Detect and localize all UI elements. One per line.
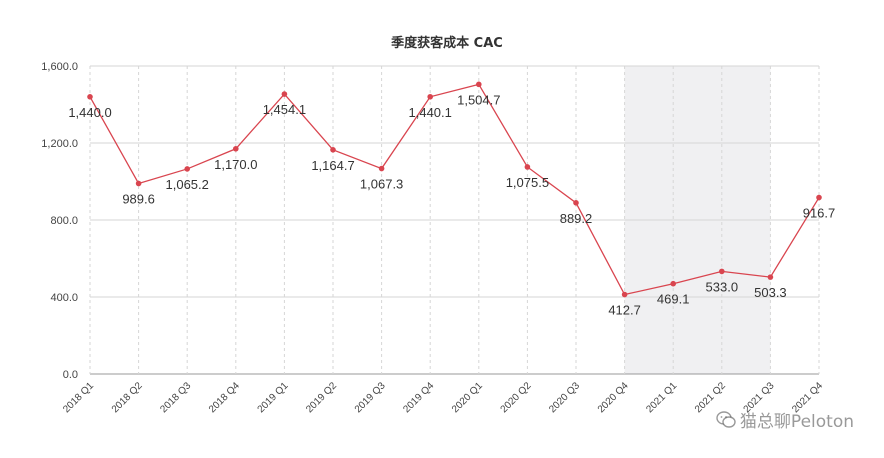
data-point — [233, 145, 239, 152]
x-tick-label: 2018 Q4 — [207, 380, 242, 415]
y-tick-label: 400.0 — [50, 292, 78, 304]
data-label: 1,164.7 — [311, 158, 354, 173]
x-tick-label: 2018 Q1 — [61, 380, 96, 415]
data-point — [476, 81, 482, 88]
x-tick-label: 2020 Q1 — [450, 380, 485, 415]
data-label: 1,440.1 — [409, 105, 452, 120]
data-label: 889.2 — [560, 211, 593, 226]
wechat-icon — [716, 410, 736, 428]
data-label: 1,067.3 — [360, 177, 403, 192]
x-tick-label: 2021 Q1 — [644, 380, 679, 415]
y-tick-label: 1,600.0 — [41, 61, 78, 73]
data-point — [670, 280, 676, 287]
watermark: 猫总聊Peloton — [716, 407, 854, 432]
data-point — [573, 200, 579, 206]
data-point — [135, 180, 142, 187]
x-tick-label: 2020 Q2 — [499, 380, 534, 415]
data-label: 533.0 — [706, 279, 739, 294]
data-point — [816, 194, 822, 201]
x-tick-label: 2020 Q4 — [596, 380, 631, 415]
data-label: 916.7 — [803, 206, 836, 221]
data-label: 1,504.7 — [457, 92, 500, 107]
data-label: 412.7 — [608, 303, 641, 318]
data-label: 1,170.0 — [214, 157, 257, 172]
data-point — [87, 94, 93, 100]
x-tick-label: 2018 Q2 — [110, 380, 145, 415]
watermark-text: 猫总聊Peloton — [739, 412, 854, 432]
data-point — [427, 93, 434, 100]
data-label: 1,454.1 — [263, 102, 306, 117]
data-point — [184, 166, 190, 172]
data-point — [281, 91, 288, 97]
x-tick-label: 2020 Q3 — [547, 380, 582, 415]
series-line — [89, 83, 820, 296]
x-tick-label: 2019 Q3 — [353, 380, 388, 415]
y-tick-label: 0.0 — [63, 369, 78, 381]
x-tick-label: 2019 Q1 — [256, 380, 291, 415]
y-tick-label: 800.0 — [50, 215, 78, 227]
data-point — [524, 164, 531, 170]
data-point — [378, 165, 385, 172]
y-tick-label: 1,200.0 — [41, 138, 78, 150]
data-label: 1,075.5 — [506, 175, 549, 190]
x-tick-label: 2018 Q3 — [158, 380, 193, 415]
x-tick-label: 2019 Q2 — [304, 380, 339, 415]
data-label: 1,440.0 — [68, 105, 111, 120]
data-point — [767, 274, 774, 280]
data-label: 989.6 — [122, 192, 155, 207]
chart-title: 季度获客成本 CAC — [390, 35, 503, 51]
data-point — [621, 291, 628, 298]
data-label: 469.1 — [657, 292, 690, 307]
data-point — [330, 146, 336, 153]
x-tick-label: 2019 Q4 — [401, 380, 436, 415]
data-label: 1,065.2 — [166, 177, 209, 192]
data-point — [719, 268, 725, 275]
data-label: 503.3 — [754, 285, 787, 300]
